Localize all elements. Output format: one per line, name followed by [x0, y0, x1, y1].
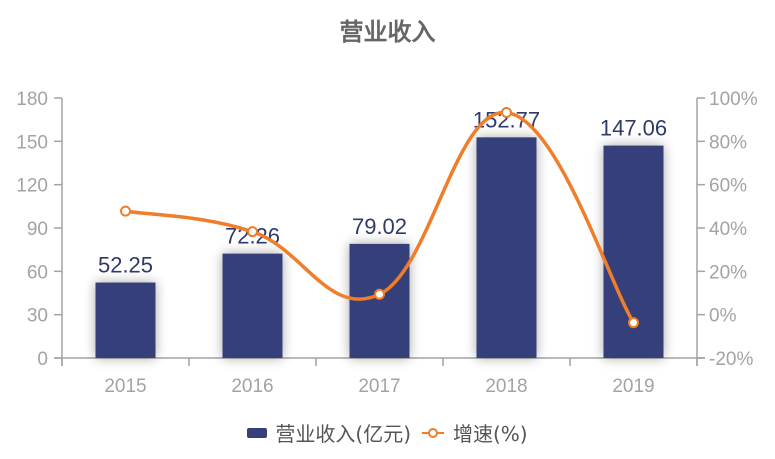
left-tick-label: 60: [27, 262, 48, 283]
right-tick-label: -20%: [709, 349, 753, 370]
legend-item-revenue[interactable]: 营业收入(亿元): [247, 418, 411, 447]
legend-label-growth: 增速(%): [453, 422, 528, 446]
legend: 营业收入(亿元) 增速(%): [0, 418, 775, 447]
growth-point[interactable]: [374, 288, 385, 300]
growth-point[interactable]: [120, 205, 131, 217]
bar-value-label: 79.02: [352, 214, 407, 239]
left-tick-label: 90: [27, 219, 48, 240]
left-tick-label: 30: [27, 306, 48, 327]
x-tick-label: 2018: [485, 376, 527, 397]
right-tick-label: 40%: [709, 219, 747, 240]
x-tick-label: 2017: [358, 376, 400, 397]
left-tick-label: 120: [16, 176, 48, 197]
bar-value-label: 147.06: [600, 116, 667, 141]
bar[interactable]: [222, 253, 283, 358]
chart-title: 营业收入: [339, 18, 436, 46]
bar-swatch-icon: [247, 427, 268, 438]
right-tick-label: 20%: [709, 262, 747, 283]
left-tick-label: 0: [37, 349, 48, 370]
bar-value-label: 52.25: [98, 253, 153, 278]
x-tick-label: 2019: [612, 376, 654, 397]
bar[interactable]: [476, 137, 537, 358]
legend-label-revenue: 营业收入(亿元): [275, 422, 411, 446]
x-tick-label: 2015: [104, 376, 146, 397]
growth-point[interactable]: [501, 107, 512, 119]
x-tick-label: 2016: [231, 376, 273, 397]
growth-line: [125, 110, 635, 324]
line-marker-icon: [422, 427, 444, 438]
right-tick-label: 0%: [709, 306, 737, 327]
bar[interactable]: [95, 282, 156, 358]
growth-point[interactable]: [628, 317, 639, 329]
left-tick-label: 150: [16, 132, 48, 153]
right-tick-label: 80%: [709, 132, 747, 153]
growth-point[interactable]: [247, 226, 258, 238]
right-tick-label: 60%: [709, 176, 747, 197]
left-tick-label: 180: [16, 89, 48, 110]
right-tick-label: 100%: [709, 89, 758, 110]
legend-item-growth[interactable]: 增速(%): [421, 418, 528, 447]
bar[interactable]: [349, 243, 410, 358]
